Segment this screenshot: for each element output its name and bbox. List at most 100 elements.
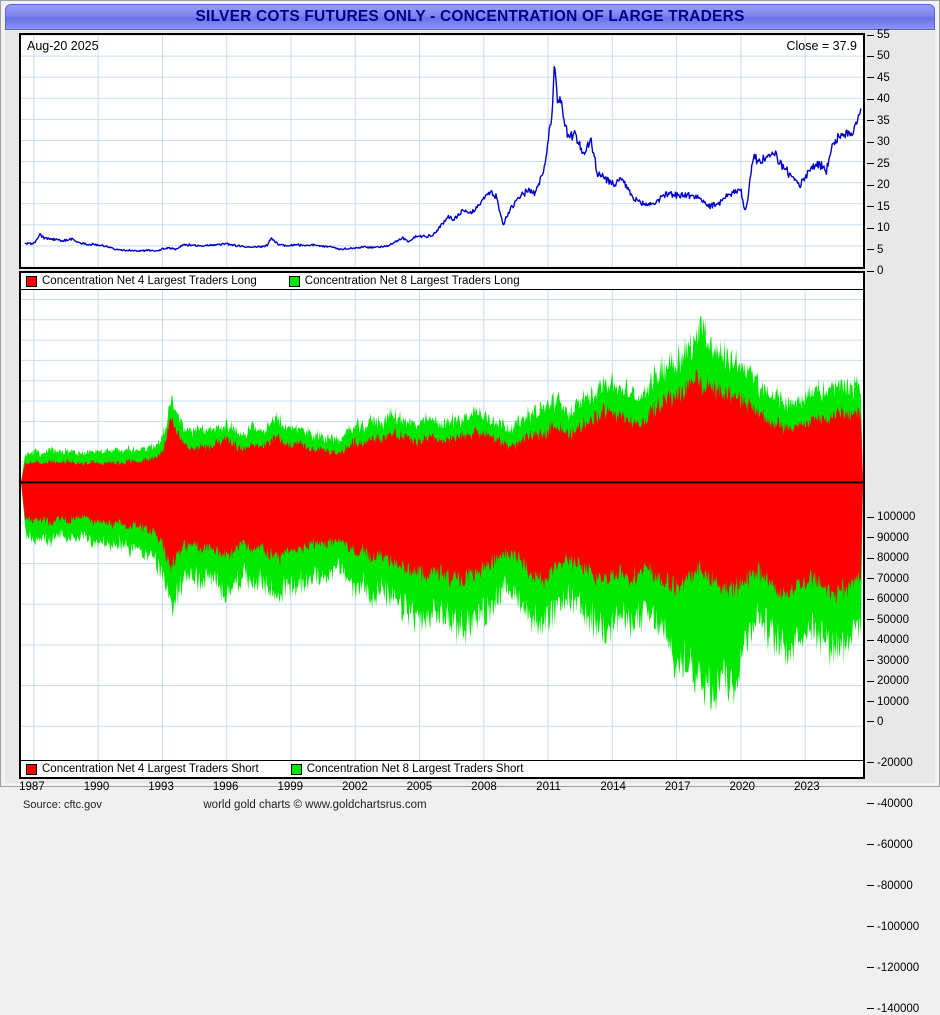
concentration-y-axis: 100000 90000 80000 70000 60000 50000 40000 3000… xyxy=(867,271,937,1015)
tick-label: 100000 xyxy=(877,511,916,524)
tick-dash xyxy=(867,701,874,702)
page-title: SILVER COTS FUTURES ONLY - CONCENTRATION… xyxy=(195,8,745,25)
concentration-y-tick: -20000 xyxy=(867,757,913,769)
tick-label: 90000 xyxy=(877,531,909,544)
close-price-label: Close = 37.9 xyxy=(786,39,857,53)
tick-label: 0 xyxy=(877,715,884,728)
tick-dash xyxy=(867,885,874,887)
window-title-bar: SILVER COTS FUTURES ONLY - CONCENTRATION… xyxy=(5,4,935,30)
tick-dash xyxy=(867,77,874,79)
tick-label: 70000 xyxy=(877,572,909,585)
tick-label: -60000 xyxy=(877,838,913,851)
legend-label-net8-long: Concentration Net 8 Largest Traders Long xyxy=(304,275,520,287)
legend-item-net4-long[interactable]: Concentration Net 4 Largest Traders Long xyxy=(26,275,257,287)
legend-label-net4-short: Concentration Net 4 Largest Traders Shor… xyxy=(42,763,259,775)
x-axis-tick: 1990 xyxy=(83,781,110,793)
legend-item-net4-short[interactable]: Concentration Net 4 Largest Traders Shor… xyxy=(26,763,259,775)
tick-dash xyxy=(867,184,874,186)
concentration-y-tick: 50000 xyxy=(867,614,909,626)
price-y-tick: 45 xyxy=(867,72,890,84)
legend-label-net4-long: Concentration Net 4 Largest Traders Long xyxy=(42,275,257,287)
concentration-y-tick: 40000 xyxy=(867,634,909,646)
price-y-tick: 10 xyxy=(867,222,890,234)
price-y-axis: 0 5 10 15 20 25 30 35 40 45 50 55 xyxy=(867,29,937,277)
tick-dash xyxy=(867,598,874,600)
concentration-y-tick: 70000 xyxy=(867,573,909,585)
concentration-y-tick: -80000 xyxy=(867,880,913,892)
tick-dash xyxy=(867,537,874,539)
tick-dash xyxy=(867,249,874,251)
credit-label: world gold charts © www.goldchartsrus.co… xyxy=(203,799,427,811)
concentration-y-tick: -120000 xyxy=(867,962,919,974)
concentration-y-tick: 60000 xyxy=(867,593,909,605)
x-axis-tick: 2011 xyxy=(536,781,561,793)
tick-label: 30000 xyxy=(877,654,909,667)
legend-label-net8-short: Concentration Net 8 Largest Traders Shor… xyxy=(306,763,524,775)
tick-dash xyxy=(867,141,874,143)
price-annotations: Aug-20 2025 Close = 37.9 xyxy=(21,35,863,267)
tick-dash xyxy=(867,227,874,229)
tick-label: 15 xyxy=(877,200,890,213)
x-axis-tick: 2023 xyxy=(794,781,820,793)
price-y-tick: 5 xyxy=(867,244,883,256)
tick-dash xyxy=(867,680,874,682)
concentration-area-series xyxy=(21,273,863,777)
x-axis-tick: 2020 xyxy=(729,781,756,793)
legend-item-net8-short[interactable]: Concentration Net 8 Largest Traders Shor… xyxy=(290,763,524,775)
tick-dash xyxy=(867,516,874,518)
tick-label: 5 xyxy=(877,243,884,256)
tick-label: 40000 xyxy=(877,634,909,647)
tick-label: -120000 xyxy=(877,961,920,974)
tick-label: -20000 xyxy=(877,756,913,769)
price-y-tick: 30 xyxy=(867,136,890,148)
price-y-tick: 55 xyxy=(867,29,890,41)
price-y-tick: 25 xyxy=(867,158,890,170)
legend-swatch-net8-short xyxy=(290,763,302,775)
x-axis-tick: 1993 xyxy=(148,781,174,793)
concentration-y-tick: -100000 xyxy=(867,921,919,933)
tick-label: 50000 xyxy=(877,613,909,626)
tick-label: 50 xyxy=(877,50,890,63)
x-axis-tick: 2014 xyxy=(600,781,626,793)
legend-swatch-net4-short xyxy=(26,763,37,775)
tick-dash xyxy=(867,98,874,100)
price-y-tick: 15 xyxy=(867,201,890,213)
legend-swatch-net8-long xyxy=(288,275,300,287)
tick-dash xyxy=(867,163,874,165)
tick-label: 30 xyxy=(877,136,890,149)
x-axis-tick: 2008 xyxy=(471,781,497,793)
concentration-y-tick: 30000 xyxy=(867,655,909,667)
tick-label: -80000 xyxy=(877,879,913,892)
tick-label: 25 xyxy=(877,157,890,170)
tick-label: 60000 xyxy=(877,593,909,606)
chart-board: Aug-20 2025 Close = 37.9 0 5 10 15 20 25 30 35 4… xyxy=(5,29,937,1015)
tick-dash xyxy=(867,844,874,846)
legend-swatch-net4-long xyxy=(26,275,37,287)
x-axis-tick: 1996 xyxy=(212,781,239,793)
concentration-chart-panel[interactable]: Concentration Net 4 Largest Traders Long… xyxy=(19,271,865,779)
tick-label: 10000 xyxy=(877,695,909,708)
x-axis-tick: 1987 xyxy=(19,781,45,793)
price-y-tick: 20 xyxy=(867,179,890,191)
tick-label: -140000 xyxy=(877,1002,920,1015)
tick-label: -100000 xyxy=(877,920,920,933)
concentration-y-tick: 90000 xyxy=(867,532,909,544)
tick-dash xyxy=(867,660,874,662)
tick-dash xyxy=(867,639,874,641)
price-chart-panel[interactable]: Aug-20 2025 Close = 37.9 xyxy=(19,33,865,269)
tick-dash xyxy=(867,967,874,969)
legend-short[interactable]: Concentration Net 4 Largest Traders Shor… xyxy=(21,760,863,777)
x-axis: 1987 1990 1993 1996 1999 2002 2005 2008 2011 2014… xyxy=(19,781,865,799)
concentration-y-tick: -140000 xyxy=(867,1003,919,1015)
x-axis-tick: 1999 xyxy=(277,781,304,793)
legend-long[interactable]: Concentration Net 4 Largest Traders Long… xyxy=(21,273,863,290)
tick-dash xyxy=(867,120,874,122)
legend-item-net8-long[interactable]: Concentration Net 8 Largest Traders Long xyxy=(288,275,520,287)
tick-dash xyxy=(867,1008,874,1010)
concentration-y-tick: 80000 xyxy=(867,552,909,564)
tick-label: 45 xyxy=(877,71,890,84)
tick-label: 40 xyxy=(877,93,890,106)
tick-label: 35 xyxy=(877,114,890,127)
price-y-tick: 0 xyxy=(867,265,883,277)
